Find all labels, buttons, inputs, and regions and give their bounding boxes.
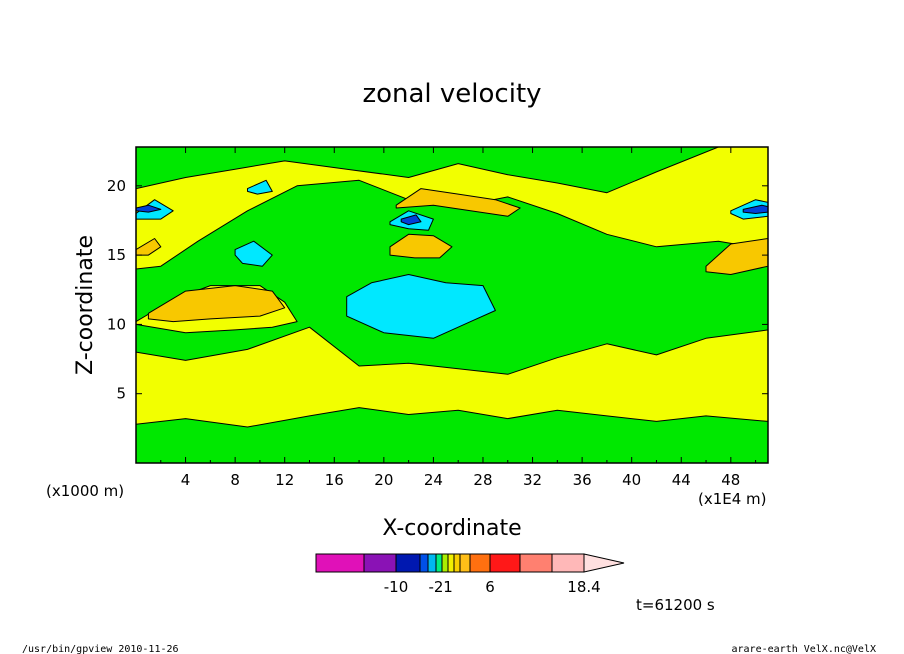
chart-title: zonal velocity	[362, 79, 541, 109]
x-tick-label: 48	[721, 471, 740, 489]
x-tick-label: 20	[374, 471, 393, 489]
contour-region-moderate-positive	[147, 285, 286, 323]
colorbar-cell	[441, 553, 449, 573]
contour-region-moderate-positive	[705, 238, 768, 275]
colorbar-cell	[447, 553, 455, 573]
x-tick-label: 8	[230, 471, 240, 489]
colorbar-cell	[453, 553, 461, 573]
colorbar-tick-label: 1	[443, 578, 453, 596]
colorbar-cell	[419, 553, 429, 573]
footer-right: arare-earth_VelX.nc@VelX	[732, 644, 877, 654]
contour-region-moderate-positive	[395, 188, 521, 217]
colorbar-tick-label: 18.4	[567, 578, 600, 596]
y-tick-label: 20	[107, 177, 126, 195]
x-tick-label: 44	[672, 471, 691, 489]
colorbar-cell	[363, 553, 397, 573]
contour-region-strong-negative	[136, 204, 162, 213]
colorbar-cell	[469, 553, 491, 573]
y-axis: 5 10 15 20	[107, 177, 768, 403]
contour-region-moderate-positive	[389, 233, 453, 259]
colorbar-tick-label: 6	[485, 578, 495, 596]
time-label: t=61200 s	[636, 596, 715, 614]
contour-region-strong-negative	[400, 214, 422, 226]
x-tick-label: 24	[424, 471, 443, 489]
colorbar-cell	[489, 553, 521, 573]
x-tick-label: 4	[181, 471, 191, 489]
y-tick-label: 15	[107, 246, 126, 264]
colorbar	[315, 553, 625, 573]
contour-regions	[136, 147, 768, 428]
colorbar-cell	[459, 553, 471, 573]
x-tick-label: 28	[473, 471, 492, 489]
y-tick-label: 10	[107, 315, 126, 333]
contour-region-weak-positive	[136, 326, 768, 428]
colorbar-tick-label: -10	[384, 578, 409, 596]
colorbar-cell	[551, 553, 585, 573]
contour-region-weak-negative	[247, 179, 273, 195]
colorbar-cell	[315, 553, 365, 573]
contour-region-weak-positive	[136, 147, 768, 270]
footer-left: /usr/bin/gpview 2010-11-26	[22, 644, 179, 654]
contour-region-weak-negative	[234, 240, 273, 267]
contour-region-weak-negative	[346, 274, 496, 339]
colorbar-ticks: -10 -2 1 6 18.4	[384, 578, 601, 596]
contour-region-moderate-positive	[136, 238, 162, 256]
colorbar-cell	[427, 553, 437, 573]
x-axis: 4 8 12 16 20 24 28 32 36 40 44 48	[160, 147, 757, 489]
colorbar-cell	[395, 553, 421, 573]
x-tick-label: 12	[275, 471, 294, 489]
x-tick-label: 32	[523, 471, 542, 489]
contour-region-strong-negative	[742, 204, 768, 214]
x-unit-label: (x1000 m)	[46, 482, 124, 500]
x-tick-label: 16	[325, 471, 344, 489]
plot-frame	[135, 146, 769, 464]
colorbar-tick-label: -2	[429, 578, 444, 596]
colorbar-cell	[435, 553, 443, 573]
x-tick-label: 40	[622, 471, 641, 489]
y-tick-label: 5	[116, 385, 126, 403]
x-scale-note: (x1E4 m)	[698, 490, 767, 508]
x-tick-label: 36	[573, 471, 592, 489]
x-axis-label: X-coordinate	[382, 516, 521, 541]
colorbar-extension-arrow	[583, 553, 625, 573]
y-axis-label: Z-coordinate	[73, 235, 98, 375]
colorbar-cell	[519, 553, 553, 573]
